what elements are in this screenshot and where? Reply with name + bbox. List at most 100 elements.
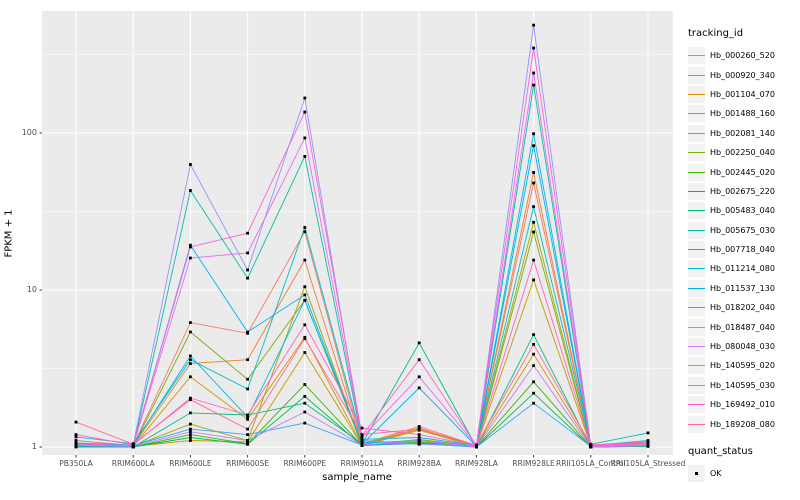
legend-item-label: Hb_002250_040 [710,148,775,158]
legend-key-icon [688,144,705,162]
data-point [246,387,249,391]
legend-line-swatch-icon [688,384,705,386]
y-tick-label: 1 [31,442,37,451]
data-point [303,258,307,262]
data-point [303,337,307,340]
data-point [246,231,249,235]
legend-item-label: Hb_189208_080 [710,419,775,429]
legend-item-Hb_000920_340: Hb_000920_340 [688,65,798,84]
legend-item-Hb_000260_520: Hb_000260_520 [688,46,798,65]
x-tick-label: RRIM600LE [169,459,212,468]
data-point [360,426,364,430]
legend-item-Hb_080048_030: Hb_080048_030 [688,337,798,356]
data-point [532,258,535,262]
legend-item-label: Hb_001104_070 [710,89,775,99]
data-point [74,442,78,446]
data-point [532,205,535,208]
legend-item-Hb_011537_130: Hb_011537_130 [688,279,798,298]
legend-line-swatch-icon [688,74,705,76]
data-point [360,436,364,439]
legend-item-Hb_011214_080: Hb_011214_080 [688,259,798,278]
legend-key-icon [688,318,705,336]
legend-line-swatch-icon [688,365,705,367]
x-tick-label: RRII105LA_Control [556,459,626,468]
data-point [417,433,421,436]
data-point [189,436,192,439]
data-point [646,431,650,435]
legend-item-label: Hb_007718_040 [710,245,775,255]
data-point [246,433,249,436]
data-point [246,442,249,446]
data-point [189,358,192,362]
data-point [532,171,535,174]
data-point [532,278,535,282]
data-point [532,181,535,185]
quant-status-label: OK [710,469,722,478]
legend-key-icon [688,124,705,142]
data-point [532,352,535,356]
legend-item-Hb_002250_040: Hb_002250_040 [688,143,798,162]
data-point [532,380,535,384]
legend-quant-status-title: quant_status [688,445,753,457]
legend-key-icon [688,66,705,84]
legend-line-swatch-icon [688,171,705,173]
data-point [246,418,249,421]
data-point [246,358,249,362]
data-point [303,155,307,158]
data-point [131,442,135,446]
data-point [303,285,307,289]
legend-key-icon [688,105,705,123]
legend-quant-status-item: OK [688,464,798,483]
legend-item-label: Hb_080048_030 [710,342,775,352]
legend-line-swatch-icon [688,113,705,115]
data-point [532,364,535,367]
legend-item-label: Hb_011537_130 [710,283,775,293]
x-tick-label: RRIM928LA [454,459,498,468]
legend-line-swatch-icon [688,93,705,95]
data-point [475,443,478,447]
legend-key-icon [688,241,705,259]
legend-item-label: Hb_000260_520 [710,51,775,61]
data-point [189,362,192,365]
legend-key-icon [688,202,705,220]
legend-key-icon [688,47,705,65]
legend-item-Hb_002445_020: Hb_002445_020 [688,162,798,181]
data-point [189,427,192,431]
data-point [417,386,421,390]
data-point [303,421,307,425]
legend-tracking-id-title: tracking_id [688,28,744,39]
data-point [360,433,364,436]
data-point [360,439,364,442]
legend-item-Hb_005483_040: Hb_005483_040 [688,201,798,220]
legend-item-label: Hb_140595_030 [710,380,775,390]
data-point [189,245,192,249]
data-point [189,439,192,442]
data-point [303,230,307,234]
legend-line-swatch-icon [688,229,705,231]
legend-line-swatch-icon [688,210,705,212]
legend-line-swatch-icon [688,55,705,57]
legend: tracking_id Hb_000260_520 Hb_000920_340 Hb… [688,28,798,483]
data-point [303,110,307,114]
data-point [246,427,249,431]
data-point [189,243,192,247]
data-point [303,383,307,386]
x-tick-label: RRIM600LA [111,459,155,468]
x-tick-label: RRIM928BA [397,459,442,468]
legend-line-swatch-icon [688,152,705,154]
data-point [417,341,421,345]
data-point [246,330,249,334]
legend-item-Hb_018202_040: Hb_018202_040 [688,298,798,317]
legend-line-swatch-icon [688,190,705,192]
data-point [417,442,421,446]
x-tick-label: RRIM928LE [512,459,555,468]
legend-key-icon [688,182,705,200]
legend-key-icon [688,85,705,103]
data-point [417,425,421,428]
quant-status-key-icon [688,465,705,482]
data-point [360,443,364,447]
x-tick-label: RRIM600PE [283,459,327,468]
y-tick-label: 100 [21,128,37,137]
x-tick-label: RRIM901LA [340,459,384,468]
